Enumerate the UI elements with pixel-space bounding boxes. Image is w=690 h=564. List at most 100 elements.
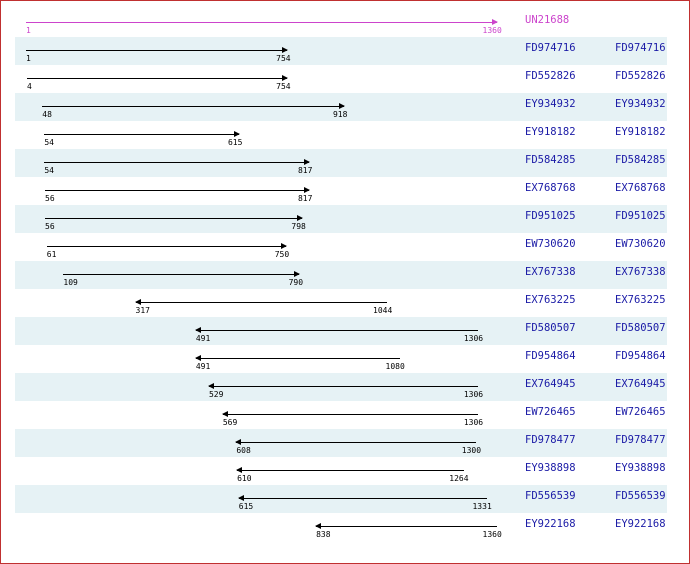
- hit-end-label: 1044: [373, 306, 393, 315]
- hit-id-link[interactable]: EX768768: [525, 182, 576, 194]
- hit-end-label: 1264: [449, 474, 469, 483]
- hit-id-link[interactable]: FD974716: [525, 42, 576, 54]
- hit-id-link[interactable]: FD954864: [525, 350, 576, 362]
- hit-line: [135, 302, 388, 303]
- hit-start-label: 610: [237, 474, 252, 483]
- arrow-head-icon: [237, 495, 244, 501]
- hit-accession-link[interactable]: EY938898: [615, 462, 666, 474]
- hit-id-link[interactable]: EX767338: [525, 266, 576, 278]
- hit-line: [44, 162, 309, 163]
- hit-end-label: 1300: [461, 446, 482, 455]
- hit-track: 491 1306: [15, 317, 515, 345]
- hit-start-label: 56: [45, 222, 55, 231]
- hit-line: [45, 190, 309, 191]
- hit-id-link[interactable]: EX764945: [525, 378, 576, 390]
- hit-accession-link[interactable]: EW726465: [615, 406, 666, 418]
- hit-id-link[interactable]: EW726465: [525, 406, 576, 418]
- hit-end-label: 1080: [385, 362, 405, 371]
- hit-end-label: 1331: [472, 502, 492, 511]
- hit-end-label: 790: [288, 278, 304, 287]
- hit-end-label: 918: [332, 110, 348, 119]
- hit-track: 317 1044: [15, 289, 515, 317]
- hit-accession-link[interactable]: FD954864: [615, 350, 666, 362]
- hit-accession-link[interactable]: EW730620: [615, 238, 666, 250]
- hit-id-link[interactable]: FD978477: [525, 434, 576, 446]
- hit-line: [45, 218, 303, 219]
- hit-row: 109 790 EX767338 EX767338: [15, 261, 667, 289]
- hit-track: 56 817: [15, 177, 515, 205]
- query-id-label: UN21688: [525, 14, 570, 26]
- hit-accession-link[interactable]: FD978477: [615, 434, 666, 446]
- hit-accession-link[interactable]: FD580507: [615, 322, 666, 334]
- hit-id-link[interactable]: FD584285: [525, 154, 576, 166]
- hit-row: 615 1331 FD556539 FD556539: [15, 485, 667, 513]
- arrow-head-icon: [207, 383, 214, 389]
- hit-id-link[interactable]: FD552826: [525, 70, 576, 82]
- hit-line: [46, 246, 286, 247]
- hit-id-link[interactable]: FD556539: [525, 490, 576, 502]
- hit-accession-link[interactable]: EY918182: [615, 126, 666, 138]
- hit-start-label: 61: [46, 250, 57, 259]
- hit-track: 56 798: [15, 205, 515, 233]
- query-end-label: 1360: [482, 26, 502, 35]
- hit-line: [195, 358, 400, 359]
- hit-accession-link[interactable]: EX767338: [615, 266, 666, 278]
- hit-accession-link[interactable]: EX768768: [615, 182, 666, 194]
- hit-end-label: 1306: [463, 390, 484, 399]
- hit-track: 615 1331: [15, 485, 515, 513]
- hit-row: 317 1044 EX763225 EX763225: [15, 289, 667, 317]
- hit-id-link[interactable]: EY918182: [525, 126, 576, 138]
- hit-line: [27, 78, 287, 79]
- hit-track: 54 615: [15, 121, 515, 149]
- hit-end-label: 615: [227, 138, 243, 147]
- arrow-head-icon: [303, 159, 310, 165]
- hit-line: [42, 106, 344, 107]
- hit-accession-link[interactable]: EX763225: [615, 294, 666, 306]
- hit-start-label: 491: [195, 362, 211, 371]
- alignment-rows: 1 1360 UN21688 1 754 FD974716 FD974716 4 754 F…: [15, 9, 667, 541]
- arrow-head-icon: [315, 523, 322, 529]
- hit-end-label: 750: [274, 250, 290, 259]
- hit-accession-link[interactable]: FD974716: [615, 42, 666, 54]
- hit-id-link[interactable]: EY934932: [525, 98, 576, 110]
- hit-start-label: 4: [27, 82, 32, 91]
- hit-accession-link[interactable]: EX764945: [615, 378, 666, 390]
- hit-row: 56 817 EX768768 EX768768: [15, 177, 667, 205]
- hit-line: [237, 470, 464, 471]
- hit-line: [316, 526, 497, 527]
- query-line: [26, 22, 497, 23]
- hit-start-label: 1: [26, 54, 31, 63]
- hit-accession-link[interactable]: FD584285: [615, 154, 666, 166]
- hit-id-link[interactable]: EY922168: [525, 518, 576, 530]
- hit-accession-link[interactable]: FD552826: [615, 70, 666, 82]
- hit-accession-link[interactable]: FD951025: [615, 210, 666, 222]
- arrow-head-icon: [294, 271, 301, 277]
- hit-row: 56 798 FD951025 FD951025: [15, 205, 667, 233]
- hit-track: 1 754: [15, 37, 515, 65]
- hit-start-label: 615: [238, 502, 254, 511]
- hit-end-label: 1306: [463, 418, 484, 427]
- hit-id-link[interactable]: FD580507: [525, 322, 576, 334]
- hit-accession-link[interactable]: EY922168: [615, 518, 666, 530]
- hit-id-link[interactable]: EY938898: [525, 462, 576, 474]
- arrow-head-icon: [221, 411, 228, 417]
- hit-end-label: 754: [276, 82, 291, 91]
- hit-id-link[interactable]: EW730620: [525, 238, 576, 250]
- hit-start-label: 54: [44, 166, 54, 175]
- hit-accession-link[interactable]: EY934932: [615, 98, 666, 110]
- hit-end-label: 754: [276, 54, 291, 63]
- hit-row: 491 1080 FD954864 FD954864: [15, 345, 667, 373]
- hit-accession-link[interactable]: FD556539: [615, 490, 666, 502]
- hit-track: 4 754: [15, 65, 515, 93]
- hit-id-link[interactable]: FD951025: [525, 210, 576, 222]
- hit-start-label: 838: [316, 530, 331, 539]
- hit-line: [44, 134, 239, 135]
- hit-start-label: 109: [63, 278, 78, 287]
- hit-id-link[interactable]: EX763225: [525, 294, 576, 306]
- hit-end-label: 817: [297, 194, 313, 203]
- hit-start-label: 608: [236, 446, 251, 455]
- hit-track: 608 1300: [15, 429, 515, 457]
- arrow-head-icon: [235, 439, 242, 445]
- arrow-head-icon: [233, 131, 240, 137]
